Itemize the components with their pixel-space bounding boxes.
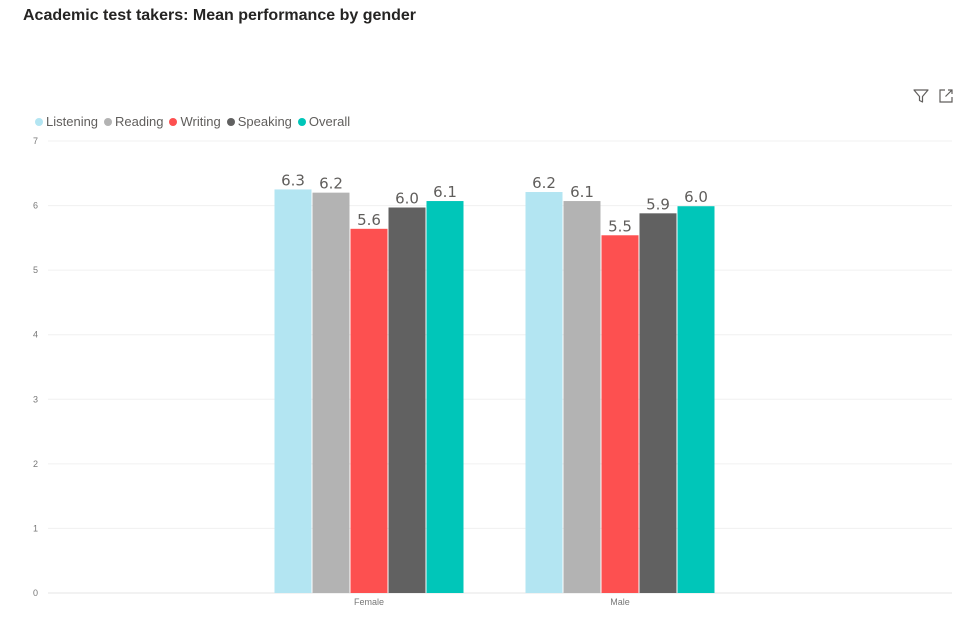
legend-swatch bbox=[226, 117, 235, 126]
legend-swatch bbox=[104, 117, 113, 126]
y-tick-label: 0 bbox=[33, 588, 38, 598]
legend-item-writing[interactable]: Writing bbox=[169, 114, 221, 129]
x-tick-label: Male bbox=[610, 597, 630, 607]
filter-icon[interactable] bbox=[912, 87, 930, 105]
legend-swatch bbox=[169, 117, 178, 126]
legend-label: Reading bbox=[115, 114, 164, 129]
y-tick-label: 2 bbox=[33, 459, 38, 469]
y-tick-label: 5 bbox=[33, 265, 38, 275]
data-label: 6.1 bbox=[433, 183, 457, 201]
data-label: 6.0 bbox=[684, 188, 708, 206]
visual-toolbar bbox=[912, 87, 955, 105]
legend-swatch bbox=[297, 117, 306, 126]
bar-speaking-female bbox=[388, 207, 426, 593]
legend-label: Listening bbox=[46, 114, 99, 129]
y-tick-label: 3 bbox=[33, 394, 38, 404]
data-label: 6.1 bbox=[570, 183, 594, 201]
legend-item-listening[interactable]: Listening bbox=[35, 114, 98, 129]
bar-overall-male bbox=[677, 206, 715, 593]
data-label: 5.6 bbox=[357, 211, 381, 229]
legend-label: Writing bbox=[180, 114, 221, 129]
y-tick-label: 6 bbox=[33, 201, 38, 211]
bar-writing-male bbox=[601, 235, 639, 593]
y-tick-label: 4 bbox=[33, 330, 38, 340]
page-title: Academic test takers: Mean performance b… bbox=[23, 7, 417, 24]
data-label: 5.9 bbox=[646, 195, 670, 213]
data-label: 6.2 bbox=[319, 175, 343, 193]
legend-label: Speaking bbox=[237, 114, 292, 129]
data-label: 6.3 bbox=[281, 171, 305, 189]
x-tick-label: Female bbox=[354, 597, 384, 607]
y-tick-label: 1 bbox=[33, 523, 38, 533]
legend-item-speaking[interactable]: Speaking bbox=[226, 114, 292, 129]
bar-listening-female bbox=[274, 189, 312, 593]
legend-item-overall[interactable]: Overall bbox=[297, 114, 351, 129]
bar-reading-female bbox=[312, 192, 350, 593]
data-label: 6.0 bbox=[395, 190, 419, 208]
chart-legend: Listening Reading Writing Speaking Overall bbox=[35, 114, 350, 129]
bar-writing-female bbox=[350, 228, 388, 593]
legend-swatch bbox=[35, 117, 43, 126]
legend-label: Overall bbox=[308, 114, 351, 129]
data-label: 6.2 bbox=[532, 174, 556, 192]
y-tick-label: 7 bbox=[33, 136, 38, 146]
legend-item-reading[interactable]: Reading bbox=[104, 114, 163, 129]
data-label: 5.5 bbox=[608, 217, 632, 235]
bar-reading-male bbox=[563, 201, 601, 593]
bar-speaking-male bbox=[639, 213, 677, 593]
bar-overall-female bbox=[426, 201, 464, 593]
bar-listening-male bbox=[525, 192, 563, 594]
focus-mode-icon[interactable] bbox=[937, 87, 955, 105]
